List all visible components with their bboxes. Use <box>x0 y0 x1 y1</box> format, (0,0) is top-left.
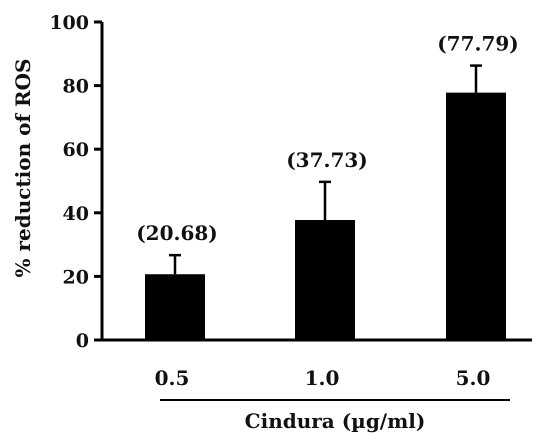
y-tick-label: 60 <box>63 139 89 161</box>
y-tick-label: 20 <box>63 266 89 288</box>
y-tick-label: 100 <box>49 12 89 34</box>
data-label: (20.68) <box>136 221 218 245</box>
y-ticks: 0 20 40 60 80 100 <box>49 12 102 352</box>
data-label: (77.79) <box>437 32 519 56</box>
x-axis-title: Cindura (µg/ml) <box>245 409 426 433</box>
bars <box>145 92 506 340</box>
x-tick-label: 0.5 <box>155 366 190 390</box>
error-bars <box>169 64 482 275</box>
x-tick-labels: 0.5 1.0 5.0 <box>155 366 491 390</box>
y-axis-title: % reduction of ROS <box>11 58 35 277</box>
data-labels: (20.68) (37.73) (77.79) <box>136 32 519 246</box>
bar <box>145 274 205 340</box>
x-tick-label: 5.0 <box>456 366 491 390</box>
data-label: (37.73) <box>286 148 368 172</box>
y-tick-label: 40 <box>63 203 89 225</box>
bar <box>295 220 355 340</box>
x-tick-label: 1.0 <box>305 366 340 390</box>
y-tick-label: 80 <box>63 76 89 98</box>
bar <box>446 92 506 340</box>
y-tick-label: 0 <box>76 330 89 352</box>
